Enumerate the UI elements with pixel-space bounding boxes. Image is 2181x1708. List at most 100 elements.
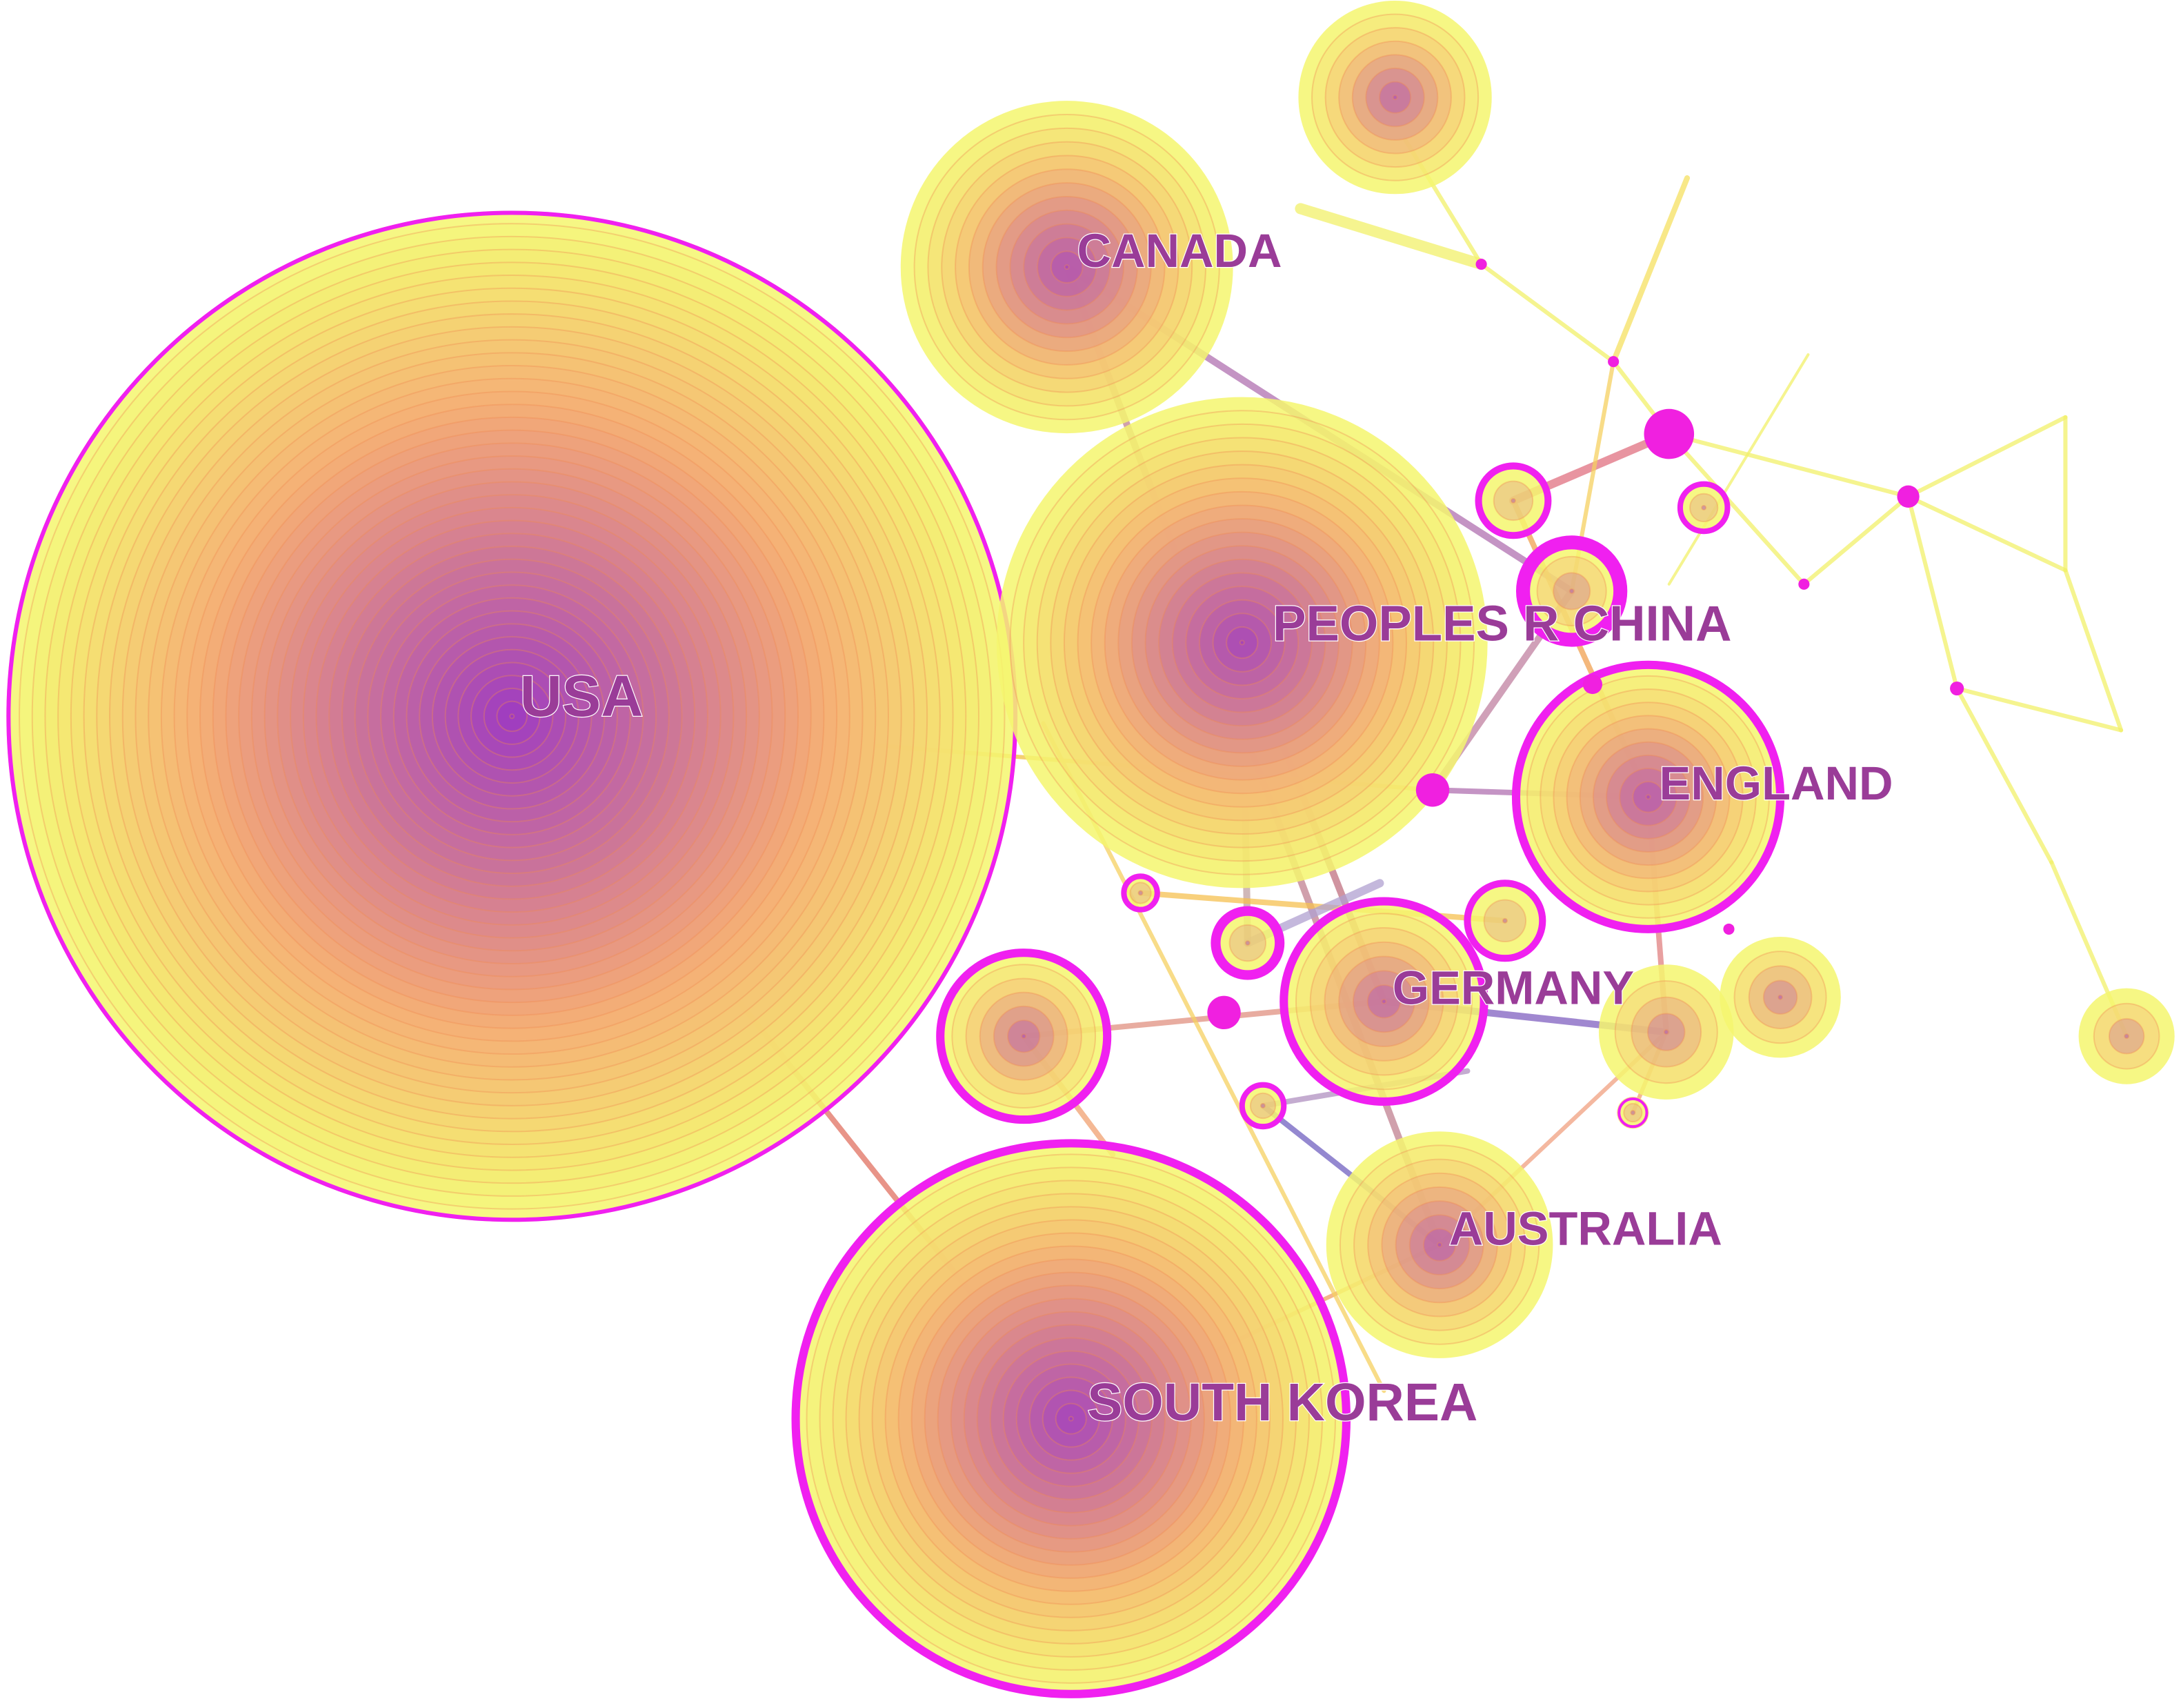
edge (1667, 353, 1810, 586)
node-outline (1279, 897, 1488, 1106)
node-ring (1566, 715, 1731, 880)
node-ring (238, 442, 786, 991)
node-ring (1392, 95, 1398, 101)
node-label: CANADA (1077, 224, 1282, 277)
node-ring (212, 416, 812, 1016)
node-label: AUSTRALIA (1449, 1202, 1722, 1255)
node-ring (1036, 437, 1448, 848)
node-ring (2124, 1033, 2130, 1040)
node-ring (19, 223, 1006, 1210)
node-ring (965, 977, 1082, 1095)
node-ring (1171, 572, 1313, 713)
node-ring (1185, 586, 1299, 699)
node-ring (1381, 1186, 1498, 1304)
node-outline (1464, 880, 1546, 962)
node-ring (483, 687, 541, 745)
node-ring (160, 365, 864, 1068)
node-label: GERMANY (1393, 962, 1634, 1015)
node-ring (1137, 890, 1144, 896)
node-label: ENGLAND (1660, 757, 1893, 810)
node-ring (1009, 209, 1125, 325)
labels: USA CANADA PEOPLES R CHINA ENGLAND GERMANY AU… (519, 224, 1893, 1433)
node-ring (186, 390, 838, 1042)
node-ring (1733, 951, 1827, 1044)
node-ring (148, 352, 877, 1081)
node-ring (1015, 1363, 1126, 1474)
node-ring (1645, 794, 1651, 800)
edge (1906, 415, 2068, 499)
node-ring (419, 623, 606, 810)
node-outline (1617, 1097, 1649, 1129)
node-label: USA (520, 663, 644, 728)
node-ring (806, 1153, 1337, 1684)
node-ring (1630, 1109, 1636, 1116)
small-node (1950, 681, 1964, 696)
node-ring (982, 182, 1152, 352)
node-ring (1050, 250, 1084, 284)
node-ring (1249, 1092, 1277, 1120)
node-ring (392, 597, 631, 835)
node-label: PEOPLES R CHINA (1273, 596, 1731, 652)
node-ring (1239, 1082, 1286, 1129)
node-ring (995, 195, 1138, 339)
node-ring (496, 700, 528, 733)
node-ring (1365, 67, 1425, 128)
node-ring (1090, 490, 1394, 795)
node-ring (1677, 481, 1730, 534)
node-ring (1701, 504, 1707, 510)
node-ring (900, 101, 1233, 434)
node-ring (1689, 493, 1719, 523)
node-ring (1598, 964, 1734, 1100)
node-outline (1515, 535, 1628, 647)
node-ring (1311, 13, 1480, 181)
node-ring (1465, 881, 1545, 961)
small-node (1608, 356, 1620, 368)
node-ring (950, 1298, 1192, 1540)
node-ring (31, 235, 993, 1197)
node-ring (380, 584, 644, 848)
node-outline (1475, 462, 1552, 539)
node-ring (897, 1245, 1244, 1592)
node-ring (1339, 1144, 1540, 1345)
node-ring (1228, 924, 1267, 962)
node-ring (1476, 464, 1551, 538)
node-ring (1720, 936, 1841, 1058)
node-ring (1437, 1242, 1443, 1248)
node-ring (832, 1180, 1310, 1658)
small-node (1475, 259, 1487, 270)
node-ring (1762, 980, 1798, 1015)
node-ring (1129, 882, 1152, 904)
node-ring (199, 404, 825, 1029)
node-ring (913, 113, 1220, 421)
node-ring (979, 991, 1068, 1081)
small-node (1207, 995, 1241, 1030)
node-ring (1617, 1096, 1649, 1129)
node-ring (1298, 1, 1492, 195)
edge (1955, 686, 2124, 733)
node-label: SOUTH KOREA (1087, 1373, 1477, 1432)
node-ring (1606, 754, 1691, 840)
node-ring (1023, 223, 1111, 311)
node-ring (1282, 899, 1486, 1104)
edge (1906, 494, 2068, 573)
node-ring (1777, 994, 1784, 1000)
node-ring (328, 533, 696, 900)
node-ring (1510, 497, 1516, 504)
node-ring (1748, 965, 1813, 1030)
node-ring (1122, 874, 1159, 912)
small-node (1415, 773, 1450, 807)
node-ring (1513, 662, 1783, 931)
node-ring (989, 1337, 1153, 1500)
node-outline (936, 949, 1112, 1124)
node-ring (1521, 540, 1623, 642)
node-ring (927, 127, 1207, 407)
node-ring (955, 155, 1179, 379)
node-ring (1259, 1102, 1266, 1109)
node-ring (1378, 81, 1412, 114)
node-ring (1338, 40, 1452, 155)
node-ring (290, 494, 735, 939)
node-ring (1064, 264, 1070, 270)
node-ring (938, 951, 1110, 1122)
node-ring (1502, 917, 1508, 924)
